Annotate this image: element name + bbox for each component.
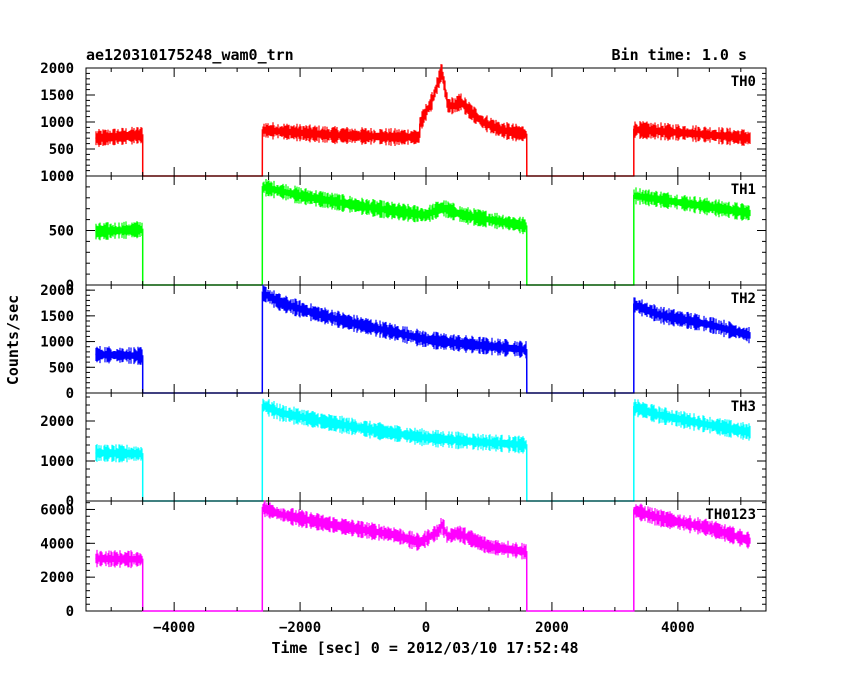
y-tick-label: 1000 xyxy=(40,454,74,470)
panel-th2: 0 500 1000 1500 2000 TH2 xyxy=(40,283,767,402)
y-tick-label: 1500 xyxy=(40,88,74,104)
y-tick-label: 2000 xyxy=(40,61,74,77)
panel-name: TH1 xyxy=(731,182,756,198)
y-tick-label: 1000 xyxy=(40,115,74,131)
y-tick-label: 6000 xyxy=(40,502,74,518)
bin-time-label: Bin time: 1.0 s xyxy=(612,46,747,64)
panel-th0123: 0 2000 4000 6000 TH0123 xyxy=(40,500,767,620)
x-tick-label: 0 xyxy=(422,620,430,636)
panel-name: TH3 xyxy=(731,399,756,415)
series-band-th0 xyxy=(95,64,751,177)
panel-frame xyxy=(85,175,767,286)
x-tick-label: 4000 xyxy=(661,620,695,636)
y-tick-label: 2000 xyxy=(40,570,74,586)
series-line-th0123 xyxy=(95,506,751,612)
y-tick-label: 2000 xyxy=(40,283,74,299)
y-tick-label: 500 xyxy=(49,224,74,240)
y-tick-label: 4000 xyxy=(40,536,74,552)
y-tick-label: 0 xyxy=(66,494,74,510)
panels-group: 0 500 1000 1500 2000 TH0 0 500 1000 TH1 0 500 1000 15… xyxy=(40,61,767,636)
series-band-th0123 xyxy=(95,500,751,612)
y-tick-label: 2000 xyxy=(40,414,74,430)
x-tick-label: −4000 xyxy=(153,620,195,636)
y-tick-label: 0 xyxy=(66,386,74,402)
panel-name: TH0123 xyxy=(705,507,756,523)
y-tick-label: 0 xyxy=(66,604,74,620)
series-band-th1 xyxy=(95,179,751,286)
y-tick-label: 1000 xyxy=(40,335,74,351)
panel-frame xyxy=(85,67,767,177)
panel-th3: 0 1000 2000 TH3 xyxy=(40,392,767,510)
series-band-th3 xyxy=(95,398,751,502)
x-tick-label: −2000 xyxy=(279,620,321,636)
y-tick-label: 500 xyxy=(49,360,74,376)
y-tick-label: 0 xyxy=(66,278,74,294)
y-tick-label: 0 xyxy=(66,169,74,185)
panel-frame xyxy=(85,392,767,502)
y-tick-label: 1000 xyxy=(40,169,74,185)
y-tick-label: 500 xyxy=(49,142,74,158)
panel-th0: 0 500 1000 1500 2000 TH0 xyxy=(40,61,767,185)
x-tick-labels: −4000 −2000 0 2000 4000 xyxy=(153,620,695,636)
panel-name: TH0 xyxy=(731,74,756,90)
x-tick-label: 2000 xyxy=(535,620,569,636)
panel-th1: 0 500 1000 TH1 xyxy=(40,169,767,294)
panel-name: TH2 xyxy=(731,291,756,307)
y-tick-label: 1500 xyxy=(40,309,74,325)
y-axis-label: Counts/sec xyxy=(4,295,22,385)
chart-title: ae120310175248_wam0_trn xyxy=(86,46,294,64)
x-axis-label: Time [sec] 0 = 2012/03/10 17:52:48 xyxy=(271,639,578,657)
